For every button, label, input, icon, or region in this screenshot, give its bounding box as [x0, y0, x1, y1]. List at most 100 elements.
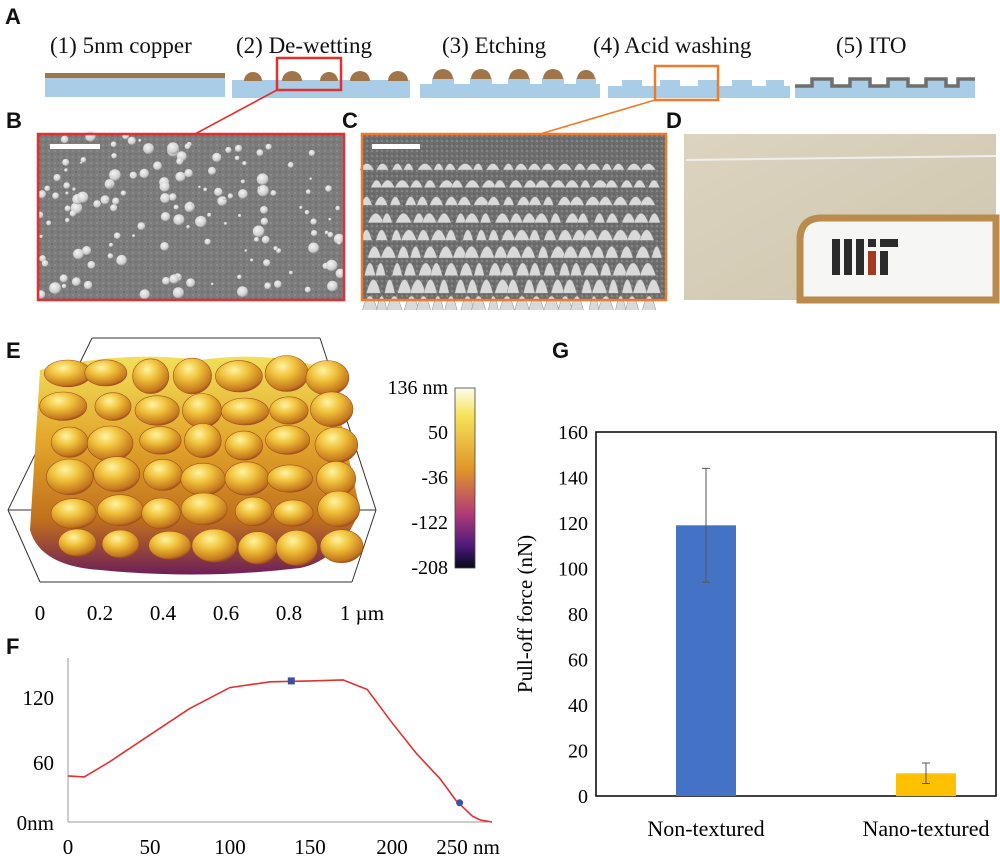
nanoparticle — [234, 144, 243, 152]
nanoparticle — [111, 153, 117, 159]
chart-frame — [595, 431, 997, 797]
nanoparticle — [227, 193, 233, 199]
nanoparticle — [244, 249, 248, 252]
nanoparticle — [204, 238, 211, 245]
nanoparticle — [240, 179, 245, 184]
chart-y-tick: 60 — [568, 650, 588, 672]
nanocone — [391, 163, 403, 171]
nanocone — [640, 163, 657, 171]
profile-marker — [456, 799, 464, 807]
nanocone — [502, 196, 515, 206]
nanocone — [409, 246, 422, 259]
nanoparticle — [87, 261, 96, 269]
afm-peak — [191, 528, 238, 563]
nanocone — [450, 179, 464, 188]
step5-ito — [795, 77, 975, 98]
nanocone — [375, 229, 388, 241]
afm-peak — [269, 396, 309, 425]
nanocone — [466, 279, 479, 294]
afm-peak — [220, 397, 269, 426]
nanoparticle — [52, 192, 59, 200]
nanocone — [599, 262, 612, 276]
nanocone — [430, 262, 443, 276]
nanocone — [620, 179, 634, 188]
nanocone — [543, 229, 557, 241]
nanoparticle — [214, 187, 223, 197]
nanoparticle — [77, 191, 89, 203]
nanocone — [593, 212, 606, 224]
nanoparticle — [203, 187, 208, 192]
afm-peak — [101, 529, 140, 559]
profile-x-tick: 100 — [214, 835, 246, 859]
nanoparticle — [270, 190, 277, 196]
afm-peak — [180, 492, 228, 526]
nanocone — [601, 163, 613, 171]
nanoparticle — [250, 258, 254, 262]
chart-y-tick: 80 — [568, 604, 588, 626]
afm-peak — [43, 359, 92, 388]
nanocone — [400, 229, 418, 241]
nanoparticle — [168, 193, 177, 201]
nanocone — [416, 196, 429, 206]
nanocone — [463, 246, 480, 259]
nanocone — [577, 212, 589, 224]
nanocone — [579, 179, 591, 188]
nanocone — [558, 262, 571, 276]
step-label-1: (1) 5nm copper — [50, 33, 192, 58]
profile-x-tick: 50 — [140, 835, 161, 859]
nanoparticle — [234, 155, 240, 161]
nanoparticle — [120, 190, 127, 196]
nanoparticle — [109, 242, 113, 247]
nanocone — [389, 196, 402, 206]
afm-x-tick: 0.2 — [87, 601, 113, 625]
nanoparticle — [238, 189, 248, 199]
nanoparticle — [173, 214, 185, 226]
afm-peak — [50, 498, 97, 529]
nanoparticle — [113, 232, 121, 239]
nanoparticle — [107, 253, 114, 259]
nanocone — [506, 279, 520, 294]
nanoparticle — [137, 222, 146, 231]
bar-nano-textured — [896, 773, 956, 797]
nanoparticle — [304, 286, 311, 293]
nanoparticle — [177, 274, 181, 278]
nanocone — [639, 229, 655, 241]
nanocone — [375, 163, 390, 171]
colorbar-tick: -208 — [411, 557, 448, 579]
nanoparticle — [173, 204, 179, 210]
afm-colorbar — [454, 387, 476, 569]
nanocone — [651, 246, 663, 259]
afm-peak — [141, 497, 181, 530]
nanocone — [429, 196, 444, 206]
nanoparticle — [82, 246, 92, 255]
nanocone — [549, 212, 562, 224]
acid-wash-highlight-box — [653, 64, 720, 102]
nanoparticle — [252, 225, 265, 238]
nanocone — [528, 229, 541, 241]
nanocone — [464, 212, 480, 224]
afm-x-tick: 1 µm — [340, 601, 384, 625]
chart-y-tick: 40 — [568, 695, 588, 717]
nanoparticle — [73, 248, 84, 260]
nanoparticle — [62, 158, 70, 166]
nanocone — [473, 262, 485, 276]
nanocone — [502, 163, 515, 171]
nanoparticle — [132, 234, 136, 238]
afm-peak — [215, 360, 263, 393]
nanoparticle — [41, 260, 49, 267]
afm-x-tick: 0.4 — [150, 601, 177, 625]
scale-bar-c — [372, 144, 420, 149]
copper-film — [45, 73, 225, 78]
nanoparticle — [256, 173, 269, 185]
nanoparticle — [208, 166, 216, 175]
nanoparticle — [304, 210, 310, 215]
afm-peak — [265, 425, 311, 455]
afm-peak — [237, 531, 278, 565]
photo-d — [684, 134, 1000, 304]
nanocone — [395, 212, 412, 224]
nanocone — [542, 196, 554, 206]
nanoparticle — [333, 233, 345, 245]
sem-image-c — [359, 132, 668, 310]
nanoparticle — [222, 196, 226, 200]
nanoparticle — [53, 174, 61, 182]
